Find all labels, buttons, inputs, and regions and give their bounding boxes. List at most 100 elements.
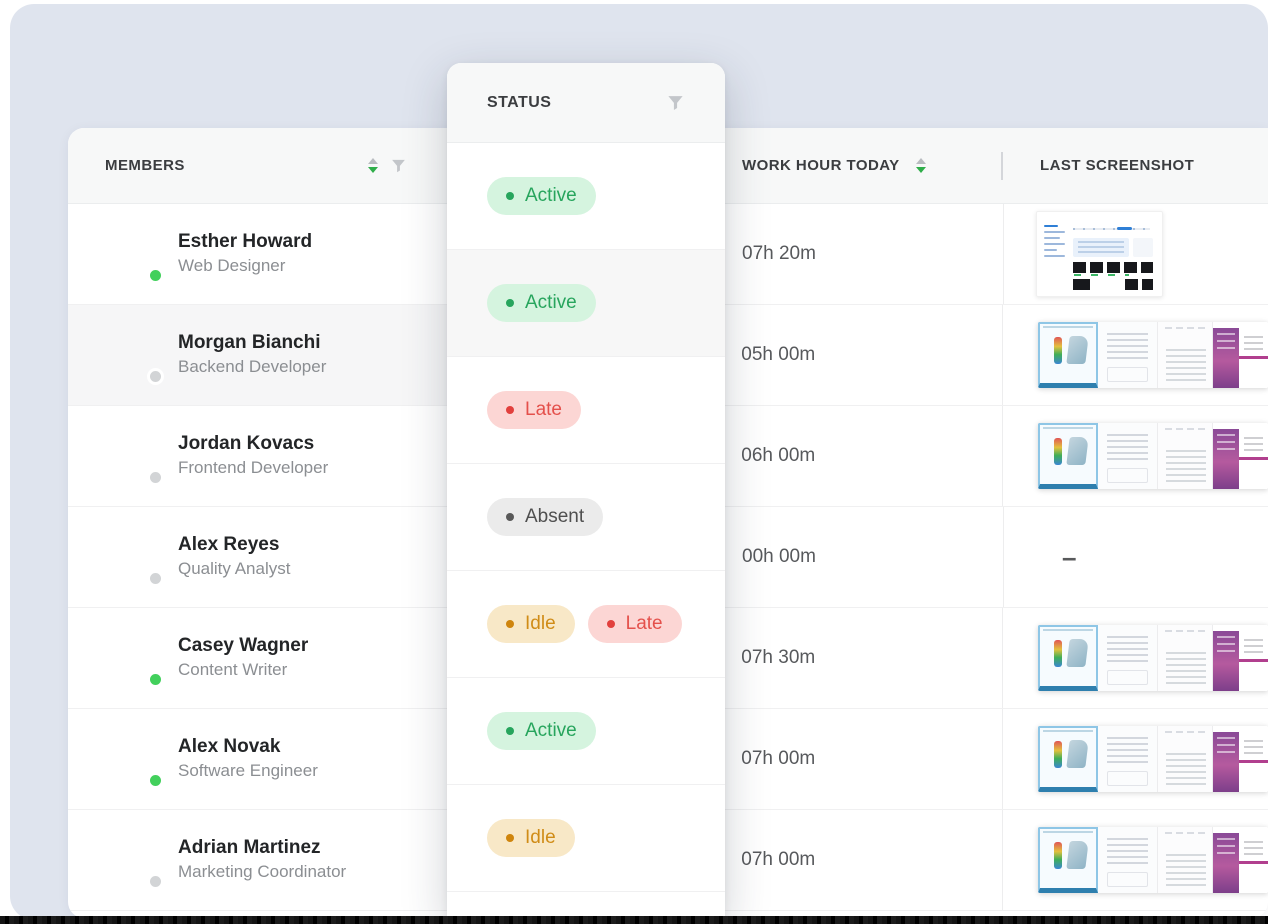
avatar-wrap <box>105 528 164 587</box>
thumb-window-document <box>1098 827 1158 893</box>
member-name: Casey Wagner <box>178 634 309 656</box>
member-name: Alex Novak <box>178 735 281 757</box>
member-name: Jordan Kovacs <box>178 432 315 454</box>
status-badge-late[interactable]: Late <box>487 391 581 429</box>
work-hour-value: 00h 00m <box>742 546 816 567</box>
table-row[interactable]: Jordan Kovacs Frontend Developer 06h 00m <box>68 406 1268 507</box>
presence-dot <box>147 570 164 587</box>
member-name: Adrian Martinez <box>178 836 321 858</box>
screenshot-cell <box>1002 810 1268 910</box>
member-role: Backend Developer <box>178 357 327 377</box>
avatar-wrap <box>105 427 164 486</box>
status-badge-idle[interactable]: Idle <box>487 819 575 857</box>
status-badge-label: Active <box>525 720 577 741</box>
member-role: Content Writer <box>178 660 288 680</box>
members-sort-icon[interactable] <box>368 158 378 173</box>
status-row: Late <box>447 357 725 464</box>
thumb-window-document <box>1098 625 1158 691</box>
member-name: Morgan Bianchi <box>178 331 321 353</box>
status-badge-active[interactable]: Active <box>487 712 596 750</box>
table-row[interactable]: Alex Novak Software Engineer 07h 00m <box>68 709 1268 810</box>
thumb-window-notes <box>1158 322 1213 388</box>
screenshot-thumbnail[interactable] <box>1038 827 1268 893</box>
work-hour-value: 06h 00m <box>741 445 816 466</box>
table-row[interactable]: Adrian Martinez Marketing Coordinator 07… <box>68 810 1268 911</box>
status-badge-label: Active <box>525 292 577 313</box>
status-badge-label: Absent <box>525 506 585 527</box>
status-badge-label: Late <box>625 613 663 634</box>
member-cell: Jordan Kovacs Frontend Developer <box>68 406 447 506</box>
thumb-sidebar <box>1044 225 1065 261</box>
table-row[interactable]: Casey Wagner Content Writer 07h 30m <box>68 608 1268 709</box>
screenshot-thumbnail[interactable] <box>1038 625 1268 691</box>
work-hour-value: 07h 30m <box>741 647 816 668</box>
status-badge-active[interactable]: Active <box>487 177 596 215</box>
status-badge-late[interactable]: Late <box>587 605 682 643</box>
thumb-window-chat <box>1213 827 1268 893</box>
status-badge-dot <box>506 834 514 842</box>
member-cell: Adrian Martinez Marketing Coordinator <box>68 810 447 910</box>
thumb-window-viewer <box>1038 625 1098 691</box>
screenshot-thumbnail[interactable] <box>1036 211 1163 297</box>
screenshot-thumbnail[interactable] <box>1038 322 1268 388</box>
status-card-header: STATUS <box>447 63 725 143</box>
thumb-window-notes <box>1158 726 1213 792</box>
header-column-divider <box>1001 152 1003 180</box>
status-badge-absent[interactable]: Absent <box>487 498 604 536</box>
thumb-window-notes <box>1158 423 1213 489</box>
work-hour-value: 07h 20m <box>742 243 816 264</box>
screenshot-cell <box>1002 406 1268 506</box>
member-cell: Alex Reyes Quality Analyst <box>68 507 447 607</box>
status-badge-dot <box>606 620 615 628</box>
thumb-window-viewer <box>1038 322 1098 388</box>
status-badge-dot <box>506 727 514 735</box>
member-role: Frontend Developer <box>178 458 329 478</box>
work-hour-value: 07h 00m <box>741 748 816 769</box>
presence-dot <box>147 772 164 789</box>
status-badge-dot <box>506 620 514 628</box>
avatar-wrap <box>105 629 164 688</box>
screenshot-cell: – <box>1003 507 1268 607</box>
members-filter-icon[interactable] <box>390 157 407 174</box>
work-hour-sort-icon[interactable] <box>915 158 926 173</box>
thumb-window-document <box>1098 726 1158 792</box>
status-filter-icon[interactable] <box>666 93 685 112</box>
status-row: Active <box>447 678 725 785</box>
status-badge-active[interactable]: Active <box>487 284 596 322</box>
thumb-grid-block <box>1073 279 1090 290</box>
status-row: Idle <box>447 785 725 892</box>
table-row[interactable]: Morgan Bianchi Backend Developer 05h 00m <box>68 305 1268 406</box>
member-name: Esther Howard <box>178 230 313 252</box>
thumb-window-document <box>1098 423 1158 489</box>
status-row: Active <box>447 143 725 250</box>
presence-dot <box>147 873 164 890</box>
thumb-info-card <box>1073 238 1129 257</box>
member-role: Web Designer <box>178 256 286 276</box>
members-column-header: MEMBERS <box>105 157 185 174</box>
table-row[interactable]: Alex Reyes Quality Analyst 00h 00m – <box>68 507 1268 608</box>
member-role: Marketing Coordinator <box>178 862 347 882</box>
screenshot-thumbnail[interactable] <box>1038 423 1268 489</box>
presence-dot <box>147 267 164 284</box>
member-cell: Morgan Bianchi Backend Developer <box>68 305 447 405</box>
no-screenshot-dash: – <box>1062 542 1077 572</box>
work-hour-value: 05h 00m <box>741 344 816 365</box>
status-row: Idle Late <box>447 571 725 678</box>
bottom-strip <box>0 916 1268 924</box>
status-filter-card: STATUS Active Active Late Absent Idle Late Act… <box>447 63 725 918</box>
member-name: Alex Reyes <box>178 533 280 555</box>
presence-dot <box>147 368 164 385</box>
member-cell: Casey Wagner Content Writer <box>68 608 447 708</box>
member-role: Quality Analyst <box>178 559 291 579</box>
thumb-side-card <box>1133 238 1153 257</box>
screenshot-thumbnail[interactable] <box>1038 726 1268 792</box>
screenshot-cell <box>1002 608 1268 708</box>
status-badge-idle[interactable]: Idle <box>487 605 575 643</box>
work-hour-value: 07h 00m <box>741 849 816 870</box>
table-row[interactable]: Esther Howard Web Designer 07h 20m <box>68 204 1268 305</box>
status-badge-dot <box>506 513 514 521</box>
member-cell: Esther Howard Web Designer <box>68 204 447 304</box>
presence-dot <box>147 469 164 486</box>
member-role: Software Engineer <box>178 761 318 781</box>
